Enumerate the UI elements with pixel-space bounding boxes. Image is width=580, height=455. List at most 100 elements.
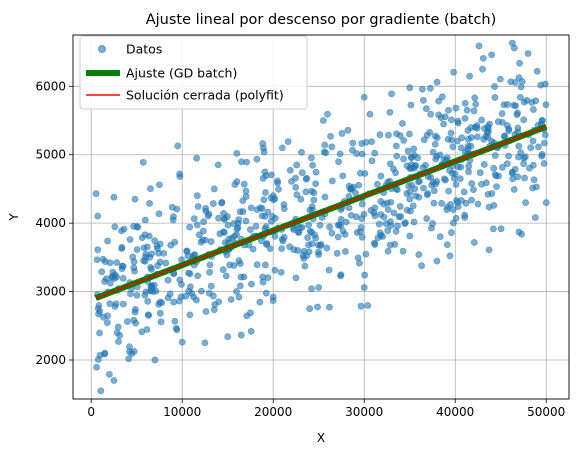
data-point [516,93,524,101]
data-point [518,78,526,85]
data-point [479,65,486,73]
data-point [527,144,535,152]
legend-label-datos: Datos [126,42,162,57]
data-point [156,298,164,306]
data-point [277,268,285,276]
data-point [94,212,102,220]
data-point [337,271,345,279]
data-point [385,131,392,139]
data-point [314,303,321,311]
data-point [256,204,264,212]
x-tick-label: 50000 [527,405,565,419]
data-point [176,276,184,284]
data-point [156,240,164,248]
chart-title: Ajuste lineal por descenso por gradiente… [146,12,497,28]
data-point [298,148,305,156]
data-point [377,231,385,239]
data-point [278,245,286,252]
data-point [509,175,517,183]
data-point [448,136,456,144]
data-point [491,152,499,159]
y-tick-label: 3000 [35,285,66,299]
data-point [463,106,471,114]
data-point [258,212,266,220]
data-point [186,270,194,278]
data-point [103,319,111,326]
data-point [531,214,539,221]
data-point [530,176,538,184]
data-point [171,238,179,246]
data-point [271,266,279,274]
data-point [429,220,436,227]
data-point [399,247,407,255]
data-point [235,293,243,301]
data-point [358,150,366,158]
data-point [441,176,449,184]
data-point [309,161,317,169]
data-point [468,180,476,187]
data-point [310,196,318,204]
data-point [361,271,369,279]
data-point [113,273,121,281]
data-point [422,161,429,169]
data-point [151,237,159,245]
data-point [175,297,183,305]
data-point [390,209,398,217]
data-point [368,138,376,146]
data-point [306,305,314,313]
data-point [447,129,455,137]
data-point [503,122,511,129]
data-point [415,193,423,201]
data-point [521,153,529,161]
data-point [364,302,372,309]
data-point [446,252,454,260]
data-point [247,204,255,212]
data-point [295,229,302,236]
data-point [156,181,163,189]
data-point [350,183,357,191]
data-point [118,262,126,270]
data-point [436,151,444,159]
data-point [146,200,153,207]
data-point [328,229,336,237]
data-point [233,288,240,295]
data-point [327,132,334,140]
data-point [349,139,357,147]
data-point [193,154,200,162]
data-point [298,224,306,231]
data-point [271,214,279,222]
data-point [480,161,488,168]
data-point [169,216,177,224]
data-point [515,142,523,150]
data-point [227,296,235,303]
data-point [317,241,325,248]
data-point [529,137,537,145]
data-point [466,72,473,80]
data-point [119,274,127,282]
data-point [394,222,401,230]
data-point [321,141,329,149]
data-point [170,298,178,306]
data-point [468,196,475,204]
data-point [498,110,506,117]
data-point [490,225,497,233]
data-point [293,191,301,199]
data-point [522,199,530,207]
data-point [155,210,163,218]
data-point [400,155,407,163]
data-point [133,291,141,299]
data-point [134,223,142,231]
data-point [193,296,200,304]
data-point [113,329,121,337]
data-point [237,273,245,281]
data-point [433,78,441,86]
data-point [96,329,103,337]
data-point [292,274,300,282]
data-point [456,175,464,183]
data-point [451,170,459,178]
data-point [210,185,218,193]
data-point [166,290,174,298]
data-point [230,262,238,269]
data-point [376,131,384,139]
data-point [453,198,461,206]
